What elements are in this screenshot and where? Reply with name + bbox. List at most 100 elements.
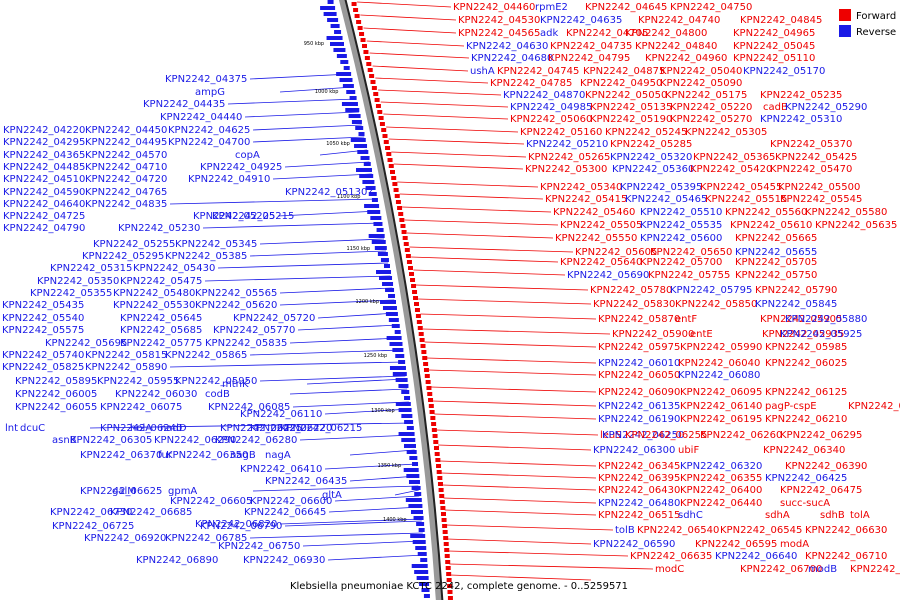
forward-feature [419,338,425,342]
reverse-feature [412,540,426,544]
forward-gene-label: KPN2242_06340 [763,445,845,456]
forward-feature [371,86,377,90]
forward-feature [422,356,428,360]
forward-leader-line [360,14,457,21]
forward-gene-label: KPN2242_05650 [650,247,732,258]
forward-feature [428,398,434,402]
forward-gene-label: KPN2242_05905 [760,314,842,325]
forward-gene-label: KPN2242_05170 [743,66,825,77]
forward-feature [437,482,443,486]
forward-gene-label: KPN2242_05190 [590,114,672,125]
reverse-gene-label: KPN2242_05770 [213,325,295,336]
reverse-leader-line [89,422,412,429]
reverse-feature [385,288,395,292]
forward-leader-line [447,538,592,545]
reverse-strand-features [320,0,430,598]
reverse-feature [333,48,346,52]
forward-gene-label: KPN2242_05340 [540,182,622,193]
reverse-gene-label: KPN2242_05865 [165,350,247,361]
reverse-gene-label: asnB [52,435,77,446]
reverse-gene-label: KPN2242_04510 [3,174,85,185]
forward-feature [353,8,359,12]
forward-gene-label: modC [655,564,684,575]
forward-feature [382,134,388,138]
forward-feature [383,140,389,144]
forward-feature [351,2,357,6]
forward-gene-label: KPN2242_06540 [637,525,719,536]
forward-gene-label: KPN2242_06140 [680,401,762,412]
reverse-gene-label: KPN2242_06730 [50,507,132,518]
genome-arc [338,0,444,600]
reverse-leader-line [292,401,409,408]
forward-gene-label: KPN2242_05175 [665,90,747,101]
forward-gene-label: KPN2242_05160 [520,127,602,138]
reverse-feature [326,36,343,40]
forward-gene-label: KPN2242_05610 [730,220,812,231]
forward-gene-label: KPN2242_05270 [670,114,752,125]
reverse-gene-label: gltA [322,490,342,501]
forward-gene-label: KPN2242_06050 [598,370,680,381]
forward-leader-line [388,138,525,145]
legend-reverse-label: Reverse [856,27,896,38]
tick-label: 1100 kbp [337,194,361,200]
forward-gene-label: cadB [763,102,788,113]
reverse-feature [374,246,387,250]
reverse-feature [379,276,393,280]
forward-feature [437,476,443,480]
reverse-feature [327,18,339,22]
reverse-gene-label: gpmA [168,486,197,497]
forward-gene-label: KPN2242_05795 [670,285,752,296]
reverse-feature [363,162,371,166]
forward-gene-label: KPN2242_04460 [453,2,535,13]
reverse-gene-label: holA [130,423,152,434]
forward-feature [363,50,369,54]
reverse-feature [327,0,334,4]
reverse-feature [411,564,428,568]
forward-gene-label: adk [540,28,558,39]
forward-leader-line [438,444,592,451]
forward-leader-line [399,193,544,200]
reverse-leader-line [227,98,357,105]
reverse-gene-label: KPN2242_05215 [212,211,294,222]
forward-gene-label: KPN2242_05310 [760,114,842,125]
forward-gene-label: KPN2242_05235 [760,90,842,101]
reverse-gene-label: KPN2242_04910 [188,174,270,185]
reverse-feature [394,330,401,334]
forward-feature [440,512,446,516]
forward-gene-label: KPN2242_05880 [785,314,867,325]
reverse-gene-label: KPN2242_05225 [193,211,275,222]
reverse-leader-line [252,485,419,492]
forward-gene-label: KPN2242_05300 [525,164,607,175]
reverse-feature [392,372,407,376]
forward-gene-label: KPN2242_06400 [680,485,762,496]
forward-feature [436,464,442,468]
reverse-feature [408,504,423,508]
forward-gene-label: KPN2242_04875 [583,66,665,77]
reverse-leader-line [169,361,404,368]
reverse-gene-label: KPN2242_05575 [2,325,84,336]
reverse-gene-label: KPN2242_05350 [37,276,119,287]
legend-reverse-swatch [839,25,851,37]
forward-gene-label: KPN2242_05560 [725,207,807,218]
reverse-leader-line [279,86,354,93]
forward-feature [438,488,444,492]
reverse-gene-label: ampG [195,87,225,98]
reverse-gene-label: KPN2242_05620 [195,300,277,311]
forward-feature [425,380,431,384]
forward-gene-label: KPN2242_05550 [555,233,637,244]
forward-gene-label: KPN2242_05845 [755,299,837,310]
forward-leader-line [375,77,489,84]
reverse-feature [376,270,392,274]
forward-gene-label: leuS [600,430,622,441]
forward-leader-line [411,256,559,263]
forward-feature [435,458,441,462]
forward-leader-line [432,400,597,407]
reverse-feature [401,438,416,442]
forward-gene-label: KPN2242_04840 [635,41,717,52]
forward-gene-label: KPN2242_04630 [466,41,548,52]
reverse-feature [365,186,376,190]
forward-gene-label: KPN2242_05320 [610,152,692,163]
reverse-gene-label: KPN2242_06410 [240,464,322,475]
forward-gene-label: ubiF [678,445,699,456]
